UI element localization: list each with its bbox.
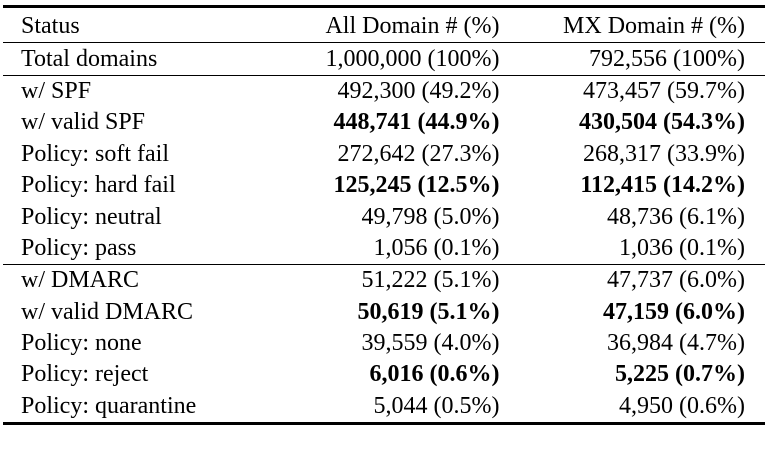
cell-status: Policy: pass <box>3 232 274 266</box>
cell-all-domain: 6,016 (0.6%) <box>369 361 500 388</box>
table-row: Total domains 1,000,000 (100%) 792,556 (10… <box>3 42 765 76</box>
cell-status: w/ DMARC <box>21 267 140 294</box>
table-row: Policy: neutral 49,798 (5.0%) 48,736 (6.1%… <box>3 201 765 232</box>
table-row: Policy: reject 6,016 (0.6%) 5,225 (0.7%) <box>3 359 765 390</box>
cell-all-domain: 492,300 (49.2%) <box>337 77 500 104</box>
table-row: Policy: hard fail 125,245 (12.5%) 112,415 … <box>3 170 765 201</box>
cell-status: w/ SPF <box>21 77 92 104</box>
cell-mx-domain: 1,036 (0.1%) <box>505 232 765 266</box>
table-row: w/ valid SPF 448,741 (44.9%) 430,504 (54.3… <box>3 107 765 138</box>
table-row: w/ valid DMARC 50,619 (5.1%) 47,159 (6.0%) <box>3 297 765 328</box>
cell-status: Policy: reject <box>21 361 149 388</box>
cell-all-domain: 272,642 (27.3%) <box>337 140 500 167</box>
cell-all-domain: 49,798 (5.0%) <box>361 203 500 230</box>
cell-mx-domain: 112,415 (14.2%) <box>580 172 745 199</box>
cell-status: Policy: soft fail <box>21 140 169 167</box>
cell-mx-domain: 47,159 (6.0%) <box>603 298 745 325</box>
cell-mx-domain: 430,504 (54.3%) <box>579 109 745 136</box>
cell-all-domain: 448,741 (44.9%) <box>333 109 500 136</box>
table-row: Policy: none 39,559 (4.0%) 36,984 (4.7%) <box>3 328 765 359</box>
cell-status: Policy: none <box>21 330 142 357</box>
cell-status: Policy: neutral <box>21 203 162 230</box>
cell-mx-domain: 268,317 (33.9%) <box>583 140 745 167</box>
cell-all-domain: 125,245 (12.5%) <box>333 172 500 199</box>
results-table-container: Status All Domain # (%) MX Domain # (%) … <box>3 4 765 426</box>
header-row: Status All Domain # (%) MX Domain # (%) <box>3 4 765 44</box>
column-header-status: Status <box>3 4 274 44</box>
column-header-all-domain: All Domain # (%) <box>273 4 506 44</box>
cell-status: Policy: quarantine <box>3 390 274 426</box>
cell-all-domain: 50,619 (5.1%) <box>357 298 500 325</box>
cell-mx-domain: 473,457 (59.7%) <box>583 77 745 104</box>
cell-all-domain: 1,000,000 (100%) <box>273 42 506 76</box>
table-row: Policy: soft fail 272,642 (27.3%) 268,317 … <box>3 139 765 170</box>
table-row: w/ SPF 492,300 (49.2%) 473,457 (59.7%) <box>3 75 765 107</box>
cell-mx-domain: 4,950 (0.6%) <box>505 390 765 426</box>
cell-status: w/ valid SPF <box>21 109 146 136</box>
cell-mx-domain: 47,737 (6.0%) <box>607 267 745 294</box>
cell-mx-domain: 36,984 (4.7%) <box>607 330 745 357</box>
cell-all-domain: 51,222 (5.1%) <box>361 267 500 294</box>
cell-all-domain: 5,044 (0.5%) <box>273 390 506 426</box>
cell-all-domain: 1,056 (0.1%) <box>273 232 506 266</box>
cell-mx-domain: 5,225 (0.7%) <box>615 361 745 388</box>
column-header-mx-domain: MX Domain # (%) <box>505 4 765 44</box>
table-row: Policy: pass 1,056 (0.1%) 1,036 (0.1%) <box>3 232 765 266</box>
results-table: Status All Domain # (%) MX Domain # (%) … <box>3 4 765 426</box>
table-row: Policy: quarantine 5,044 (0.5%) 4,950 (0.6… <box>3 390 765 426</box>
cell-all-domain: 39,559 (4.0%) <box>361 330 500 357</box>
cell-status: Policy: hard fail <box>21 172 176 199</box>
table-body: Total domains 1,000,000 (100%) 792,556 (10… <box>3 42 765 426</box>
table-row: w/ DMARC 51,222 (5.1%) 47,737 (6.0%) <box>3 265 765 297</box>
cell-status: w/ valid DMARC <box>21 298 194 325</box>
cell-mx-domain: 792,556 (100%) <box>505 42 765 76</box>
cell-mx-domain: 48,736 (6.1%) <box>607 203 745 230</box>
cell-status: Total domains <box>3 42 274 76</box>
